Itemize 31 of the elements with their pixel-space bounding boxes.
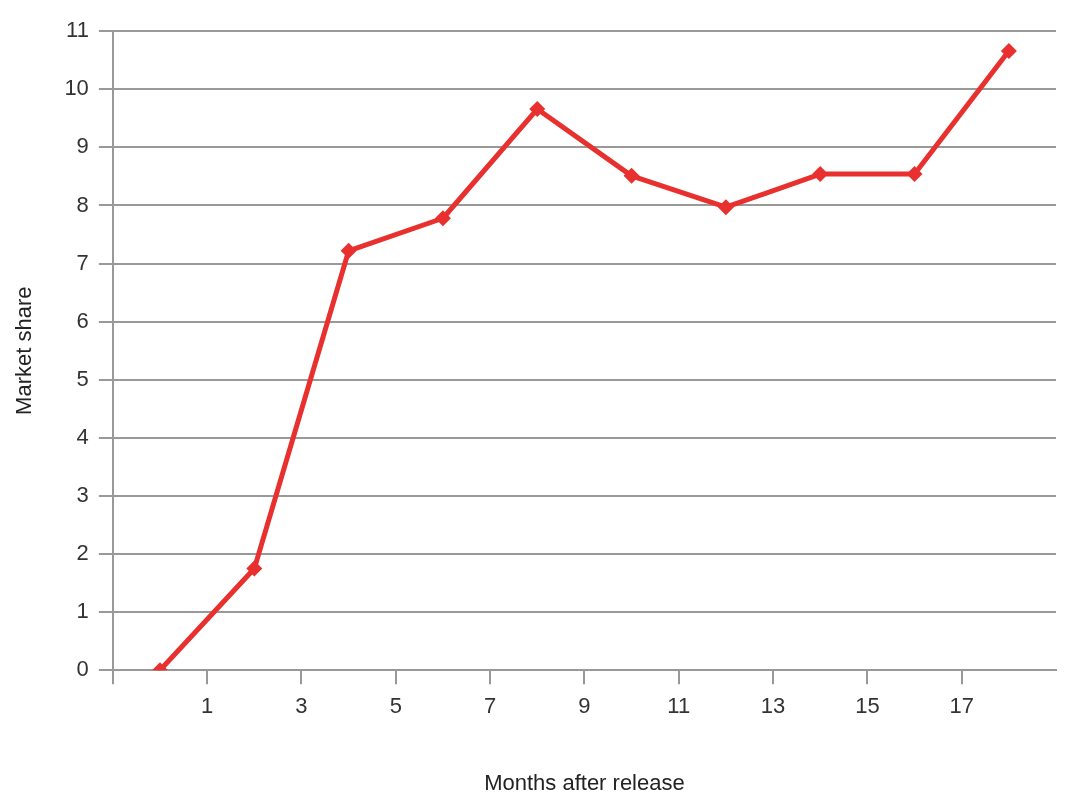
x-tick-label: 5: [389, 693, 402, 719]
x-tick-label: 7: [484, 693, 497, 719]
point: [1000, 42, 1017, 59]
y-tick-label: 8: [76, 191, 89, 217]
y-tick-label: 4: [76, 423, 89, 449]
point: [246, 560, 263, 577]
y-tick-label: 6: [76, 307, 89, 333]
x-tick-label: 9: [578, 693, 591, 719]
point: [340, 242, 357, 259]
y-tick-label: 9: [76, 133, 89, 159]
x-tick-label: 3: [295, 693, 308, 719]
x-tick-label: 11: [667, 693, 691, 719]
point: [717, 199, 734, 216]
y-tick-label: 2: [76, 540, 89, 566]
y-tick-label: 3: [76, 481, 89, 507]
x-tick-label: 13: [760, 693, 786, 719]
y-tick-label: 5: [76, 365, 89, 391]
x-tick-label: 15: [855, 693, 880, 719]
y-tick-label: 0: [76, 656, 89, 682]
y-tick-label: 1: [76, 598, 89, 624]
point: [529, 101, 546, 118]
point: [623, 167, 640, 184]
y-axis-title: Market share: [11, 286, 37, 415]
x-tick-label: 1: [201, 693, 214, 719]
point: [906, 166, 923, 183]
point: [434, 210, 451, 227]
y-tick-label: 11: [66, 17, 89, 43]
x-tick-label: 17: [949, 693, 974, 719]
y-tick-label: 10: [64, 75, 89, 101]
x-axis-title: Months after release: [484, 769, 685, 795]
y-tick-label: 7: [76, 249, 89, 275]
